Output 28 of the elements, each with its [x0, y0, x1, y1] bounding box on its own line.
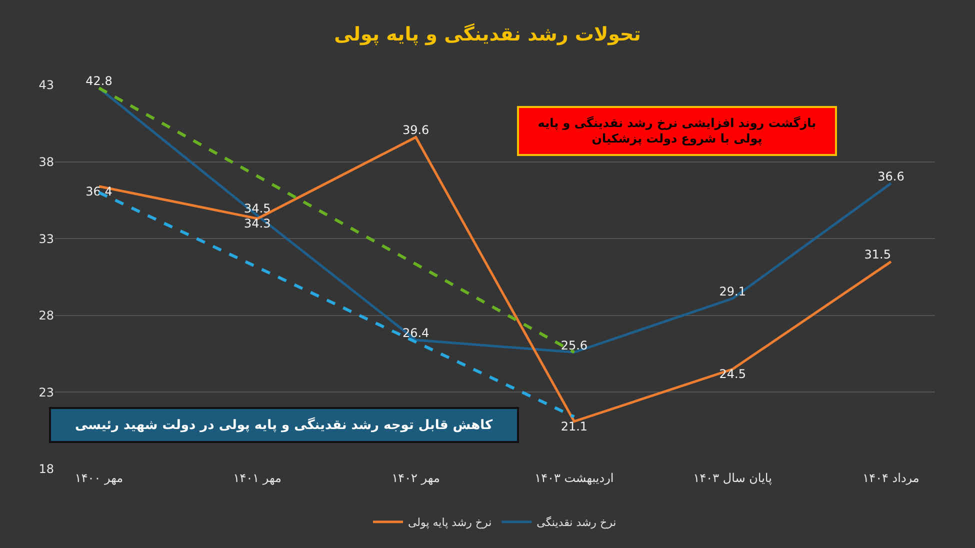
x-tick-label: پایان سال ۱۴۰۳: [693, 471, 772, 485]
x-tick-label: مهر ۱۴۰۰: [74, 471, 124, 485]
legend-label: نرخ رشد نقدینگی: [536, 516, 616, 530]
chart-title: تحولات رشد نقدینگی و پایه پولی: [334, 22, 641, 46]
x-tick-label: اردیبهشت ۱۴۰۳: [534, 471, 614, 485]
legend-label: نرخ رشد پایه پولی: [408, 516, 492, 530]
data-label: 24.5: [719, 367, 746, 382]
y-tick-label: 38: [38, 155, 54, 169]
annotation: بازگشت روند افزایشی نرخ رشد نقدینگی و پایه پولی با شروع دولت پزشکیان: [538, 116, 816, 146]
data-label: 29.1: [719, 284, 746, 298]
x-tick-label: مهر ۱۴۰۲: [392, 471, 440, 485]
y-tick-label: 23: [38, 385, 54, 400]
data-label: 42.8: [86, 74, 112, 88]
data-label: 21.1: [560, 419, 588, 434]
data-label: 34.3: [244, 216, 271, 231]
y-tick-label: 18: [38, 462, 54, 476]
data-label: 25.6: [560, 338, 588, 352]
x-tick-label: مهر ۱۴۰۱: [233, 471, 282, 485]
data-label: 34.5: [244, 202, 271, 216]
y-tick-label: 28: [38, 308, 54, 323]
data-label: 26.4: [402, 326, 430, 340]
x-tick-label: مرداد ۱۴۰۴: [862, 471, 920, 485]
data-label: 31.5: [864, 248, 891, 262]
annotation: کاهش قابل توجه رشد نقدینگی و پایه پولی در دولت شهید رئیسی: [74, 417, 494, 433]
data-label: 36.6: [878, 169, 904, 184]
y-tick-label: 43: [38, 78, 54, 92]
y-tick-label: 33: [38, 232, 54, 246]
data-label: 39.6: [402, 123, 430, 138]
